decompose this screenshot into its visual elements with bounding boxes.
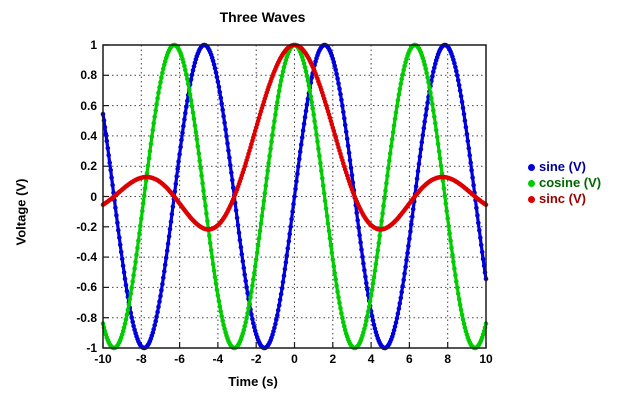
- legend-label-sinc: sinc (V): [539, 191, 586, 206]
- y-tick-label: -0.2: [76, 219, 97, 234]
- cosine-series-dot-icon: [528, 179, 535, 187]
- legend-label-sine: sine (V): [539, 159, 586, 174]
- x-tick-label: 6: [406, 352, 413, 366]
- y-tick-label: 0.8: [80, 68, 97, 83]
- legend-item-sinc: sinc (V): [528, 191, 601, 207]
- x-tick-label: 4: [367, 352, 375, 366]
- plot-border: [102, 44, 487, 349]
- y-axis-title: Voltage (V): [13, 178, 29, 246]
- y-tick-label: 0.2: [80, 159, 97, 174]
- y-tick-label: -0.6: [76, 280, 97, 295]
- sinc-series-dot-icon: [528, 195, 535, 203]
- x-tick-label: -10: [94, 352, 112, 366]
- y-tick-label: 0: [90, 189, 97, 204]
- legend: sine (V) cosine (V) sinc (V): [528, 159, 601, 207]
- y-tick-label: -1: [86, 341, 97, 355]
- y-tick-label: 0.4: [80, 128, 97, 143]
- x-tick-label: 0: [291, 352, 298, 366]
- x-tick-label: 8: [444, 352, 452, 366]
- y-tick-label: -0.4: [76, 250, 97, 265]
- legend-item-cosine: cosine (V): [528, 175, 601, 191]
- x-tick-label: -4: [212, 352, 224, 366]
- x-tick-label: 10: [479, 352, 493, 366]
- x-tick-label: -8: [135, 352, 147, 366]
- x-tick-label: -6: [174, 352, 185, 366]
- x-tick-label: 2: [329, 352, 337, 366]
- x-axis-title: Time (s): [228, 374, 278, 389]
- data-series-curves: [100, 42, 489, 351]
- series-curve-sine: [100, 42, 489, 351]
- chart-title: Three Waves: [219, 9, 306, 25]
- y-tick-label: 1: [90, 38, 97, 52]
- x-tick-label: -2: [250, 352, 262, 366]
- y-tick-label: 0.6: [80, 98, 97, 113]
- legend-item-sine: sine (V): [528, 159, 601, 175]
- y-tick-label: -0.8: [76, 310, 97, 325]
- sine-series-dot-icon: [528, 163, 535, 171]
- legend-label-cosine: cosine (V): [539, 175, 602, 190]
